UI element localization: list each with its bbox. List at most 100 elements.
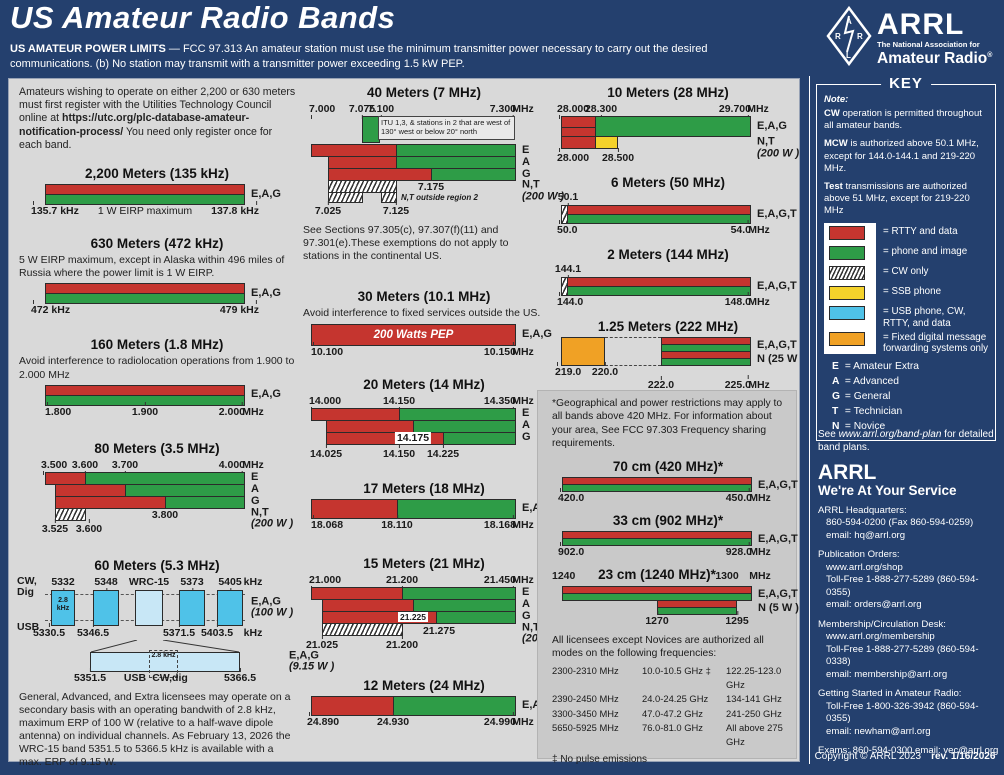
band-title: 630 Meters (472 kHz): [90, 236, 224, 252]
service-line[interactable]: email: hq@arrl.org: [826, 529, 906, 541]
band-row: E,A,G: [45, 283, 281, 305]
tick: 28.000: [557, 148, 590, 164]
band-title: 1.25 Meters (222 MHz): [597, 319, 739, 334]
seg-fixed-digital: [561, 337, 605, 366]
axis-expanded: 5351.5 USB CW,dig 5366.5: [45, 667, 256, 685]
rows: E,A,G,T: [561, 205, 797, 224]
tick: 18.110: [381, 514, 413, 531]
band-row: E,A,G,T: [561, 205, 797, 224]
axis-top: 5332 5348 WRC-15 5373 5405 kHz: [45, 575, 262, 592]
key-note: Note:: [824, 94, 989, 106]
band-row: E,A,G,T: [562, 530, 798, 546]
seg-cw-only: [381, 192, 397, 203]
band-plot: 144.1 E,A,G,T 144.0 148.0 MHz: [555, 263, 797, 309]
band-plan-link[interactable]: www.arrl.org/band-plan: [838, 429, 942, 440]
registration-url[interactable]: https://utc.org/plc-database-amateur-not…: [19, 112, 250, 138]
expansion-connector-lines: [90, 639, 240, 652]
band-6m: 6 Meters (50 MHz) 50.1 E,A,G,T 50.0 54.0: [543, 175, 797, 237]
service-line[interactable]: email: newham@arrl.org: [826, 725, 931, 737]
seg-phone-image: [397, 498, 516, 519]
seg-rtty-data: [311, 498, 398, 519]
freq-cell: 134-141 GHz: [726, 693, 782, 705]
row-classes: A: [522, 155, 530, 168]
service-line[interactable]: email: orders@arrl.org: [826, 599, 922, 611]
band-title: 160 Meters (1.8 MHz): [90, 337, 224, 353]
seg-cw-only: [561, 277, 568, 296]
registration-note: Amateurs wishing to operate on either 2,…: [19, 86, 297, 152]
tick-wrc15: WRC-15: [128, 575, 170, 588]
service-line[interactable]: email: membership@arrl.org: [826, 668, 948, 680]
class-line: E = Amateur Extra: [832, 360, 989, 375]
tick: 21.450: [483, 573, 516, 590]
seg-cw-only: [328, 192, 363, 203]
service-heading: Membership/Circulation Desk:: [818, 618, 946, 630]
axis-unit: MHz: [512, 103, 534, 115]
band-row: E,A,G,T: [561, 277, 797, 296]
rows: E,A,G: [45, 384, 281, 406]
column-right: 10 Meters (28 MHz) 28.000 28.300 29.700 …: [543, 85, 804, 404]
tick: 472 kHz: [31, 300, 71, 317]
freq-cell: 2300-2310 MHz: [552, 665, 619, 677]
axis-unit: MHz: [242, 405, 264, 418]
band-plot: 14.000 14.150 14.350 MHz E A: [309, 395, 534, 461]
tick: 222.0: [647, 376, 675, 391]
band-row: E,A,G,T: [562, 476, 798, 492]
band-60m: 60 Meters (5.3 MHz) CW, Dig USB 5332 534…: [17, 557, 334, 770]
service-line[interactable]: www.arrl.org/membership: [826, 631, 935, 643]
seg-cw-only: [561, 205, 568, 224]
tick: 3.600: [71, 458, 99, 475]
band-title: 33 cm (902 MHz)*: [612, 512, 724, 528]
band-plan-pre: See: [818, 429, 839, 440]
class-name: = Amateur Extra: [844, 361, 919, 373]
tick: 137.8 kHz: [211, 201, 259, 218]
band-title: 60 Meters (5.3 MHz): [94, 557, 220, 573]
row-classes-label: E,A,G: [251, 595, 281, 608]
arrl-tagline2: Amateur Radio®: [877, 50, 992, 67]
rows: E,A,G: [311, 498, 552, 519]
legend-swatch-cell: [824, 303, 876, 329]
tick: 1270: [645, 610, 669, 627]
axis-top: 21.000 21.200 21.450 MHz: [309, 573, 534, 590]
svg-text:R: R: [835, 32, 841, 41]
tick: 5332: [51, 575, 75, 592]
rows: E,A,G: [45, 283, 281, 305]
all-modes-note: All licensees except Novices are authori…: [552, 634, 764, 659]
tick: 450.0: [725, 487, 752, 504]
tick: 144.0: [557, 292, 584, 308]
tick: 7.000: [309, 103, 336, 120]
band-plot: E,A,G 1.800 1.900 2.000 MHz: [45, 384, 281, 419]
band-title: 30 Meters (10.1 MHz): [357, 289, 491, 305]
row-classes-label: N,T: [757, 135, 775, 148]
key-title: KEY: [881, 75, 931, 92]
freq-cell: 24.0-24.25 GHz: [642, 693, 709, 705]
tick: 1240: [552, 569, 576, 582]
row-classes: G: [251, 495, 260, 508]
axis-unit: MHz: [747, 103, 769, 115]
axis-top: 28.000 28.300 29.700 MHz: [557, 103, 769, 120]
legend-swatch-cell: [824, 263, 876, 284]
dash-line: [605, 337, 661, 338]
service-heading: ARRL Headquarters:: [818, 505, 907, 516]
band-row: N,T outside region 2: [311, 192, 516, 203]
key-note-bold: MCW: [824, 138, 848, 150]
freq-cell: 2390-2450 MHz: [552, 693, 619, 705]
seg-rtty-data: [311, 695, 394, 716]
axis-top: 50.1: [557, 191, 751, 208]
axis-bottom: 222.0 225.0 MHz: [561, 375, 770, 392]
svg-text:L: L: [846, 51, 851, 60]
band-40m: 40 Meters (7 MHz) 7.000 7.075 7.100 7.30…: [301, 85, 564, 263]
class-line: T = Technician: [832, 405, 989, 420]
tick: 50.1: [557, 191, 579, 208]
arrl-tagline: The National Association for: [877, 40, 980, 50]
tick: 5371.5: [162, 622, 196, 639]
band-row: E,A,G: [561, 116, 787, 137]
label-cw-dig: CW, Dig: [17, 574, 37, 598]
axis-unit: MHz: [512, 394, 534, 407]
band-12m: 12 Meters (24 MHz) E,A,G 24.890 24.930 2…: [301, 678, 552, 729]
channel-5348: [93, 589, 119, 626]
band-plot: 200 Watts PEP E,A,G 10.100 10.150 MHz: [311, 323, 552, 359]
row-classes: N (5 W ): [758, 601, 799, 614]
band-row: G: [311, 168, 531, 181]
service-line[interactable]: www.arrl.org/shop: [826, 561, 903, 573]
class-letter: N: [832, 421, 840, 433]
